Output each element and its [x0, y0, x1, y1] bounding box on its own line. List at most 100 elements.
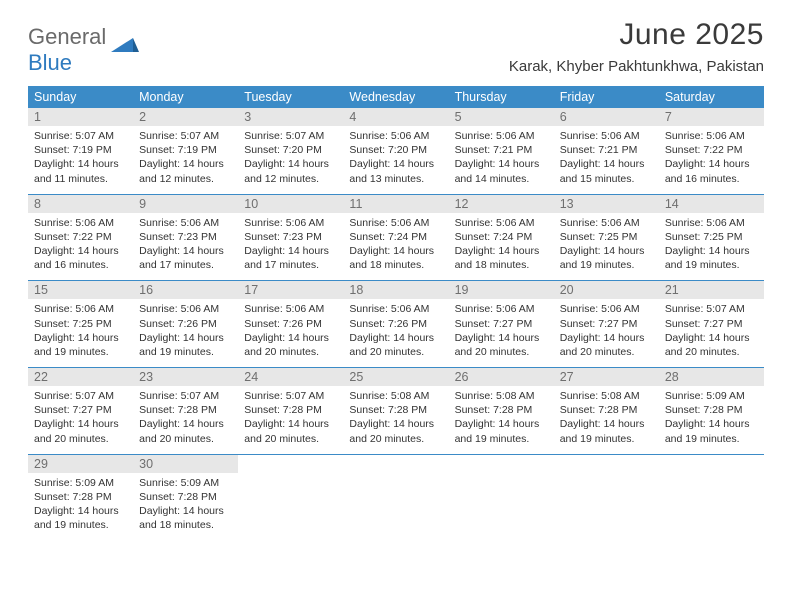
day-info: Sunrise: 5:07 AMSunset: 7:27 PMDaylight:…: [34, 389, 127, 446]
day-info: Sunrise: 5:06 AMSunset: 7:21 PMDaylight:…: [560, 129, 653, 186]
day-number: 14: [659, 195, 764, 213]
calendar-week-row: 8 Sunrise: 5:06 AMSunset: 7:22 PMDaylight…: [28, 194, 764, 281]
day-info: Sunrise: 5:06 AMSunset: 7:26 PMDaylight:…: [139, 302, 232, 359]
day-info: Sunrise: 5:09 AMSunset: 7:28 PMDaylight:…: [139, 476, 232, 533]
day-info: Sunrise: 5:09 AMSunset: 7:28 PMDaylight:…: [34, 476, 127, 533]
day-number: 4: [343, 108, 448, 126]
day-info: Sunrise: 5:06 AMSunset: 7:23 PMDaylight:…: [139, 216, 232, 273]
calendar-day-cell: [343, 454, 448, 540]
weekday-header: Sunday: [28, 86, 133, 108]
calendar-day-cell: 4 Sunrise: 5:06 AMSunset: 7:20 PMDaylight…: [343, 108, 448, 194]
calendar-day-cell: 13 Sunrise: 5:06 AMSunset: 7:25 PMDayligh…: [554, 194, 659, 281]
calendar-day-cell: 26 Sunrise: 5:08 AMSunset: 7:28 PMDayligh…: [449, 368, 554, 455]
day-info: Sunrise: 5:06 AMSunset: 7:24 PMDaylight:…: [349, 216, 442, 273]
day-number: 11: [343, 195, 448, 213]
day-number: 30: [133, 455, 238, 473]
day-info: Sunrise: 5:06 AMSunset: 7:27 PMDaylight:…: [455, 302, 548, 359]
day-info: Sunrise: 5:06 AMSunset: 7:25 PMDaylight:…: [34, 302, 127, 359]
calendar-day-cell: 19Sunrise: 5:06 AMSunset: 7:27 PMDayligh…: [449, 281, 554, 368]
day-number: 7: [659, 108, 764, 126]
day-number: 10: [238, 195, 343, 213]
logo-text-general: General: [28, 24, 106, 49]
calendar-day-cell: 23 Sunrise: 5:07 AMSunset: 7:28 PMDayligh…: [133, 368, 238, 455]
calendar-day-cell: 8 Sunrise: 5:06 AMSunset: 7:22 PMDaylight…: [28, 194, 133, 281]
day-number: 23: [133, 368, 238, 386]
day-info: Sunrise: 5:06 AMSunset: 7:21 PMDaylight:…: [455, 129, 548, 186]
calendar-day-cell: 9Sunrise: 5:06 AMSunset: 7:23 PMDaylight…: [133, 194, 238, 281]
day-number: 8: [28, 195, 133, 213]
day-number: 20: [554, 281, 659, 299]
calendar-day-cell: 28 Sunrise: 5:09 AMSunset: 7:28 PMDayligh…: [659, 368, 764, 455]
day-number: 12: [449, 195, 554, 213]
location-text: Karak, Khyber Pakhtunkhwa, Pakistan: [509, 58, 764, 75]
calendar-day-cell: 15 Sunrise: 5:06 AMSunset: 7:25 PMDayligh…: [28, 281, 133, 368]
weekday-header: Wednesday: [343, 86, 448, 108]
calendar-day-cell: 24 Sunrise: 5:07 AMSunset: 7:28 PMDayligh…: [238, 368, 343, 455]
day-info: Sunrise: 5:07 AMSunset: 7:28 PMDaylight:…: [139, 389, 232, 446]
calendar-day-cell: [238, 454, 343, 540]
calendar-day-cell: 25 Sunrise: 5:08 AMSunset: 7:28 PMDayligh…: [343, 368, 448, 455]
calendar-week-row: 15 Sunrise: 5:06 AMSunset: 7:25 PMDayligh…: [28, 281, 764, 368]
day-info: Sunrise: 5:06 AMSunset: 7:20 PMDaylight:…: [349, 129, 442, 186]
day-info: Sunrise: 5:07 AMSunset: 7:27 PMDaylight:…: [665, 302, 758, 359]
calendar-page: General Blue June 2025 Karak, Khyber Pak…: [0, 0, 792, 550]
calendar-day-cell: 11 Sunrise: 5:06 AMSunset: 7:24 PMDayligh…: [343, 194, 448, 281]
day-number: 6: [554, 108, 659, 126]
weekday-header: Saturday: [659, 86, 764, 108]
day-number: 3: [238, 108, 343, 126]
header: General Blue June 2025 Karak, Khyber Pak…: [28, 18, 764, 76]
day-number: 25: [343, 368, 448, 386]
calendar-week-row: 29 Sunrise: 5:09 AMSunset: 7:28 PMDayligh…: [28, 454, 764, 540]
day-info: Sunrise: 5:08 AMSunset: 7:28 PMDaylight:…: [349, 389, 442, 446]
day-number: 13: [554, 195, 659, 213]
day-number: 1: [28, 108, 133, 126]
calendar-day-cell: 29 Sunrise: 5:09 AMSunset: 7:28 PMDayligh…: [28, 454, 133, 540]
calendar-day-cell: [554, 454, 659, 540]
calendar-day-cell: 30 Sunrise: 5:09 AMSunset: 7:28 PMDayligh…: [133, 454, 238, 540]
calendar-day-cell: 17 Sunrise: 5:06 AMSunset: 7:26 PMDayligh…: [238, 281, 343, 368]
day-number: 5: [449, 108, 554, 126]
day-number: 18: [343, 281, 448, 299]
day-info: Sunrise: 5:06 AMSunset: 7:23 PMDaylight:…: [244, 216, 337, 273]
day-info: Sunrise: 5:07 AMSunset: 7:20 PMDaylight:…: [244, 129, 337, 186]
calendar-day-cell: 1Sunrise: 5:07 AMSunset: 7:19 PMDaylight…: [28, 108, 133, 194]
day-info: Sunrise: 5:06 AMSunset: 7:27 PMDaylight:…: [560, 302, 653, 359]
day-info: Sunrise: 5:07 AMSunset: 7:28 PMDaylight:…: [244, 389, 337, 446]
calendar-day-cell: 2Sunrise: 5:07 AMSunset: 7:19 PMDaylight…: [133, 108, 238, 194]
day-info: Sunrise: 5:09 AMSunset: 7:28 PMDaylight:…: [665, 389, 758, 446]
day-info: Sunrise: 5:06 AMSunset: 7:22 PMDaylight:…: [34, 216, 127, 273]
calendar-week-row: 22Sunrise: 5:07 AMSunset: 7:27 PMDayligh…: [28, 368, 764, 455]
day-info: Sunrise: 5:06 AMSunset: 7:25 PMDaylight:…: [560, 216, 653, 273]
calendar-day-cell: 21Sunrise: 5:07 AMSunset: 7:27 PMDayligh…: [659, 281, 764, 368]
day-info: Sunrise: 5:06 AMSunset: 7:26 PMDaylight:…: [244, 302, 337, 359]
calendar-day-cell: 3 Sunrise: 5:07 AMSunset: 7:20 PMDaylight…: [238, 108, 343, 194]
calendar-day-cell: 18 Sunrise: 5:06 AMSunset: 7:26 PMDayligh…: [343, 281, 448, 368]
day-info: Sunrise: 5:08 AMSunset: 7:28 PMDaylight:…: [560, 389, 653, 446]
day-number: 27: [554, 368, 659, 386]
calendar-day-cell: 5 Sunrise: 5:06 AMSunset: 7:21 PMDaylight…: [449, 108, 554, 194]
day-info: Sunrise: 5:06 AMSunset: 7:25 PMDaylight:…: [665, 216, 758, 273]
calendar-day-cell: 12Sunrise: 5:06 AMSunset: 7:24 PMDayligh…: [449, 194, 554, 281]
day-info: Sunrise: 5:07 AMSunset: 7:19 PMDaylight:…: [139, 129, 232, 186]
day-info: Sunrise: 5:06 AMSunset: 7:26 PMDaylight:…: [349, 302, 442, 359]
calendar-day-cell: 27 Sunrise: 5:08 AMSunset: 7:28 PMDayligh…: [554, 368, 659, 455]
calendar-day-cell: 14 Sunrise: 5:06 AMSunset: 7:25 PMDayligh…: [659, 194, 764, 281]
day-number: 24: [238, 368, 343, 386]
day-number: 15: [28, 281, 133, 299]
weekday-header: Monday: [133, 86, 238, 108]
day-number: 28: [659, 368, 764, 386]
day-number: 16: [133, 281, 238, 299]
weekday-header-row: Sunday Monday Tuesday Wednesday Thursday…: [28, 86, 764, 108]
calendar-day-cell: 10 Sunrise: 5:06 AMSunset: 7:23 PMDayligh…: [238, 194, 343, 281]
calendar-day-cell: 16 Sunrise: 5:06 AMSunset: 7:26 PMDayligh…: [133, 281, 238, 368]
weekday-header: Tuesday: [238, 86, 343, 108]
day-info: Sunrise: 5:06 AMSunset: 7:22 PMDaylight:…: [665, 129, 758, 186]
day-info: Sunrise: 5:08 AMSunset: 7:28 PMDaylight:…: [455, 389, 548, 446]
calendar-day-cell: 22Sunrise: 5:07 AMSunset: 7:27 PMDayligh…: [28, 368, 133, 455]
calendar-table: Sunday Monday Tuesday Wednesday Thursday…: [28, 86, 764, 540]
day-number: 29: [28, 455, 133, 473]
day-number: 17: [238, 281, 343, 299]
day-number: 26: [449, 368, 554, 386]
calendar-day-cell: 20 Sunrise: 5:06 AMSunset: 7:27 PMDayligh…: [554, 281, 659, 368]
logo-triangle-icon: [111, 36, 139, 61]
